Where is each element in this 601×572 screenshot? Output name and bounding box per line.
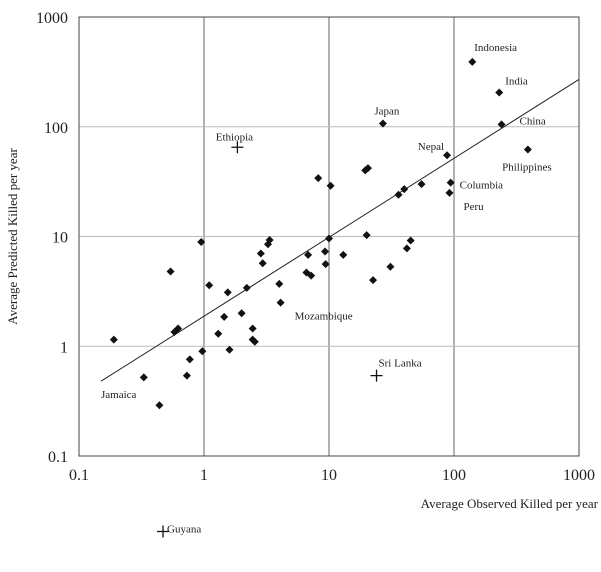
data-point-diamond [445, 188, 454, 197]
data-point-diamond [406, 236, 415, 245]
data-point-diamond [378, 119, 387, 128]
data-point-diamond [394, 190, 403, 199]
data-point-diamond [495, 88, 504, 97]
data-point-diamond [166, 267, 175, 276]
data-point-diamond [468, 57, 477, 66]
data-point-diamond [314, 174, 323, 183]
data-point-diamond [497, 120, 506, 129]
data-point-diamond [225, 345, 234, 354]
data-point-diamond [256, 249, 265, 258]
data-point-diamond [197, 238, 206, 247]
country-label: India [505, 76, 528, 88]
data-point-diamond [174, 324, 183, 333]
data-point-diamond [363, 164, 372, 173]
data-point-diamond [205, 281, 214, 290]
x-tick-label: 1000 [563, 467, 595, 484]
data-point-diamond [326, 181, 335, 190]
country-label: Nepal [418, 141, 444, 153]
country-label: Peru [463, 201, 484, 213]
data-point-diamond [242, 283, 251, 292]
data-point-diamond [443, 151, 452, 160]
country-label: Indonesia [474, 42, 517, 54]
data-point-diamond [198, 347, 207, 356]
data-point-diamond [237, 309, 246, 318]
country-labels: Indonesia India China Philippines Japan Nepal… [101, 42, 552, 536]
data-point-diamond [276, 298, 285, 307]
data-point-diamond [182, 371, 191, 380]
y-tick-label: 1000 [36, 10, 68, 27]
tick-labels: 0.1 1 10 100 1000 0.1 1 10 100 1000 [36, 10, 595, 484]
country-label: Japan [374, 106, 400, 118]
data-point-diamond [139, 373, 148, 382]
country-label: Guyana [167, 524, 201, 536]
data-point-diamond [185, 355, 194, 364]
data-point-diamond [325, 234, 333, 243]
x-tick-label: 10 [321, 467, 337, 484]
y-tick-label: 10 [52, 230, 68, 247]
data-point-diamond [321, 260, 330, 269]
data-point-diamond [362, 231, 371, 240]
data-point-plus [231, 141, 244, 154]
data-points [109, 57, 532, 538]
country-label: Ethiopia [216, 131, 253, 143]
country-label: Sri Lanka [379, 358, 422, 370]
country-label: Columbia [460, 180, 504, 192]
y-tick-label: 0.1 [48, 449, 68, 466]
data-point-diamond [523, 145, 532, 154]
data-point-diamond [223, 288, 232, 297]
data-point-diamond [402, 244, 411, 253]
y-axis-title: Average Predicted Killed per year [5, 148, 20, 325]
trend-line [100, 78, 580, 382]
data-point-diamond [155, 401, 164, 410]
x-tick-label: 1 [200, 467, 208, 484]
x-axis-title: Average Observed Killed per year [421, 496, 599, 511]
data-point-plus [157, 525, 170, 538]
data-point-diamond [220, 312, 229, 321]
country-label: Jamaica [101, 389, 137, 401]
data-point-diamond [386, 262, 395, 271]
data-point-diamond [304, 250, 313, 259]
data-point-diamond [265, 235, 274, 244]
data-point-diamond [321, 247, 330, 256]
data-point-diamond [250, 337, 259, 346]
y-tick-label: 1 [60, 339, 68, 356]
data-point-diamond [307, 271, 316, 280]
data-point-diamond [109, 335, 118, 344]
data-point-diamond [214, 329, 223, 338]
data-point-diamond [369, 276, 378, 285]
x-tick-label: 0.1 [69, 467, 89, 484]
data-point-diamond [258, 259, 267, 268]
plot-area-frame [78, 16, 580, 457]
data-point-diamond [275, 279, 284, 288]
data-point-diamond [248, 324, 257, 333]
y-tick-label: 100 [44, 120, 68, 137]
country-label: Philippines [502, 162, 552, 174]
data-point-diamond [400, 185, 409, 194]
x-tick-label: 100 [442, 467, 466, 484]
country-label: China [520, 115, 546, 127]
country-label: Mozambique [295, 311, 353, 323]
data-point-diamond [339, 250, 348, 259]
data-point-plus [370, 369, 383, 382]
data-point-diamond [446, 178, 455, 187]
data-point-diamond [417, 180, 426, 189]
